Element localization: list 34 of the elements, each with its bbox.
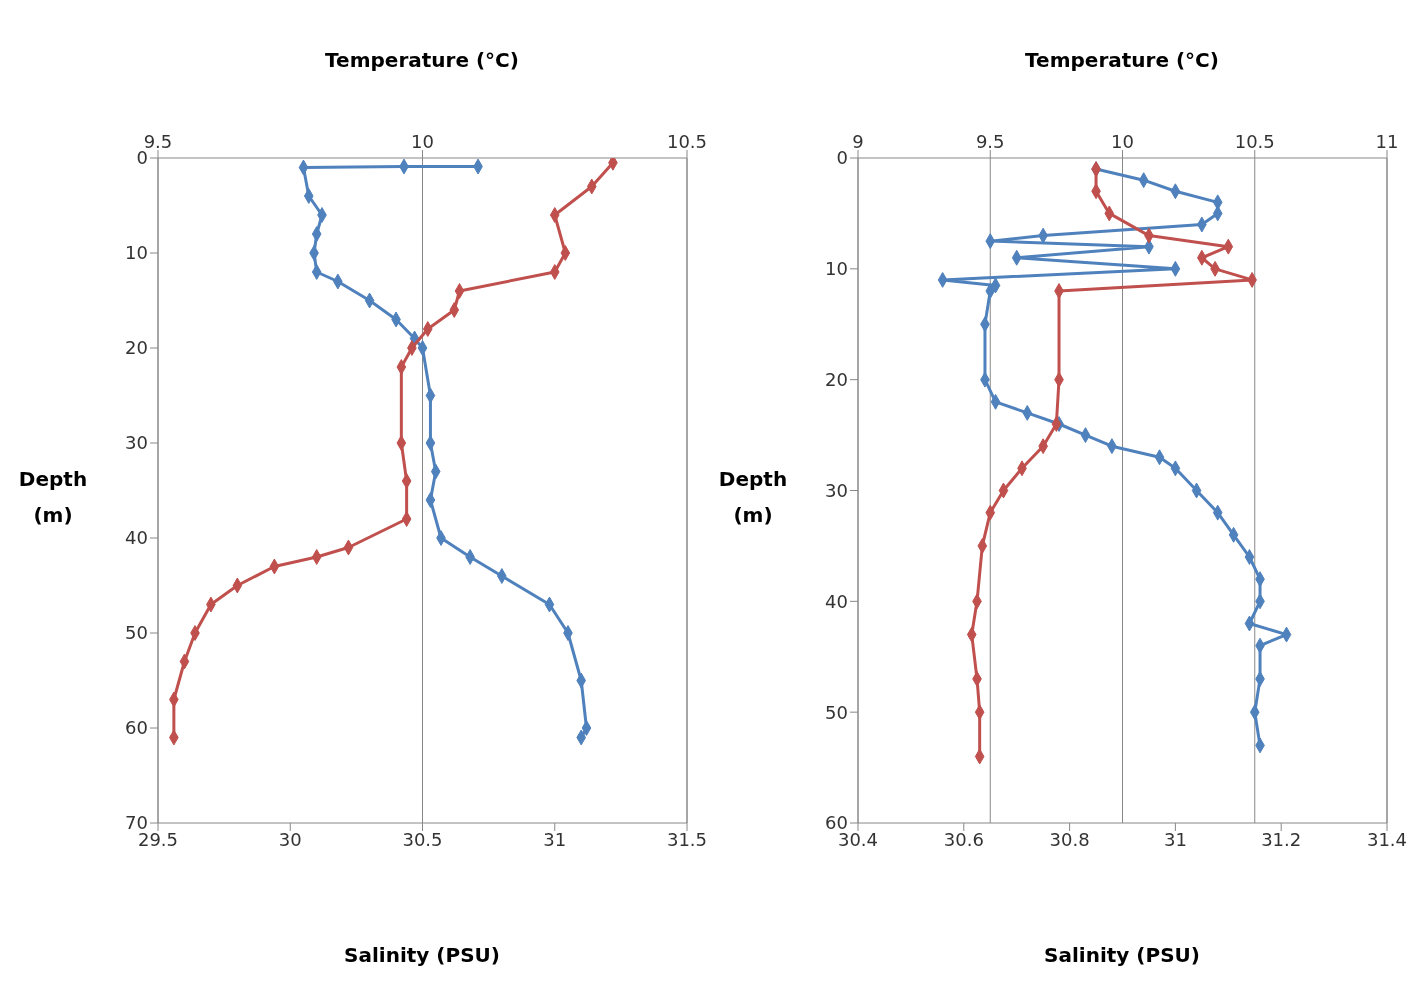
x2-axis-title: Temperature (°C) xyxy=(324,48,520,72)
x-tick-label: 30 xyxy=(278,828,302,850)
y-tick-label: 50 xyxy=(825,701,848,723)
x2-tick-label: 10.5 xyxy=(1234,131,1275,152)
y-tick-label: 20 xyxy=(825,369,848,391)
y-tick-label: 10 xyxy=(825,258,848,280)
x2-tick-label: 9.5 xyxy=(975,131,1005,152)
x2-tick-label: 10.5 xyxy=(666,131,708,152)
x-tick-label: 31.4 xyxy=(1366,828,1408,850)
x2-tick-label: 10 xyxy=(1111,131,1134,152)
y-tick-label: 40 xyxy=(125,527,148,549)
y-tick-label: 40 xyxy=(825,590,848,612)
y-tick-label: 0 xyxy=(836,147,848,169)
x-tick-label: 31.2 xyxy=(1261,828,1302,850)
x2-tick-label: 11 xyxy=(1375,131,1399,152)
x-tick-label: 30.6 xyxy=(943,828,984,850)
x-tick-label: 31.5 xyxy=(666,828,708,850)
x-tick-label: 30.8 xyxy=(1049,828,1090,850)
y-tick-label: 50 xyxy=(125,622,148,644)
x2-axis-title: Temperature (°C) xyxy=(1024,48,1220,72)
x-tick-label: 31 xyxy=(543,828,567,850)
x2-tick-label: 9 xyxy=(852,131,864,152)
y-axis-title: Depth (m) xyxy=(718,465,788,529)
x-tick-label: 30.5 xyxy=(402,828,443,850)
y-tick-label: 20 xyxy=(125,337,148,359)
y-tick-label: 10 xyxy=(125,242,148,264)
x-axis-title: Salinity (PSU) xyxy=(343,943,501,967)
y-tick-label: 60 xyxy=(125,717,148,739)
y-tick-label: 30 xyxy=(825,479,848,501)
x2-tick-label: 10 xyxy=(411,131,434,152)
y-axis-title: Depth (m) xyxy=(18,465,88,529)
x-tick-label: 31 xyxy=(1163,828,1187,850)
y-tick-label: 30 xyxy=(125,432,148,454)
x-axis-title: Salinity (PSU) xyxy=(1043,943,1201,967)
